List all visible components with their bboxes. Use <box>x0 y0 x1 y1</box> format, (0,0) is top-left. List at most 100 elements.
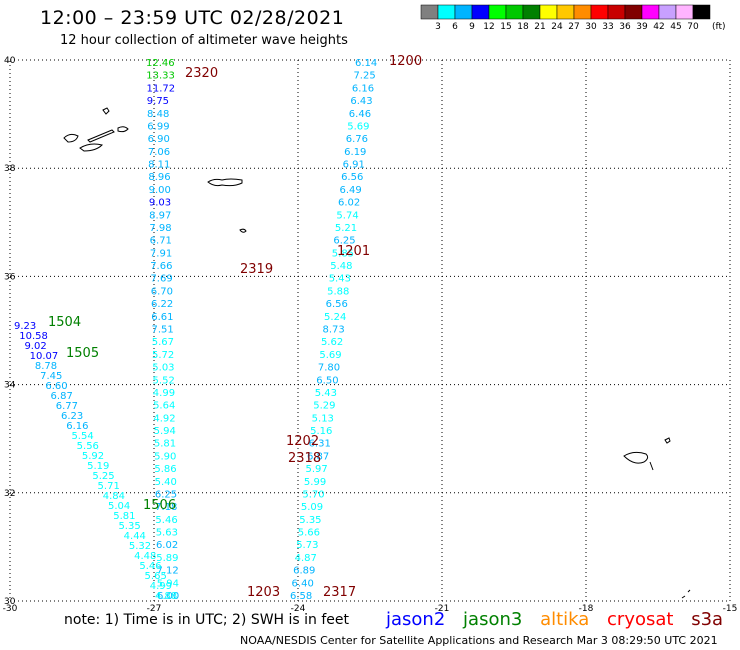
wave-height-label: 5.62 <box>321 337 343 348</box>
wave-height-label: 7.66 <box>150 261 172 272</box>
wave-height-label: 5.63 <box>156 528 178 539</box>
wave-height-label: 6.87 <box>51 391 73 402</box>
wave-height-label: 10.58 <box>19 331 48 342</box>
map-frame <box>9 59 731 602</box>
wave-height-label: 7.91 <box>150 248 172 259</box>
island-santa-maria <box>239 228 247 233</box>
colorbar-swatch <box>573 4 592 20</box>
wave-height-label: 5.25 <box>92 471 114 482</box>
colorbar-swatch <box>590 4 609 20</box>
wave-height-label: 6.22 <box>151 299 173 310</box>
wave-height-label: 6.23 <box>61 411 83 422</box>
wave-height-label: 5.72 <box>152 350 174 361</box>
colorbar-tick-label: 21 <box>534 22 545 32</box>
wave-height-label: 5.52 <box>153 375 175 386</box>
wave-height-label: 5.67 <box>152 337 174 348</box>
wave-height-label: 7.25 <box>353 71 375 82</box>
wave-height-label: 5.13 <box>312 413 334 424</box>
wave-height-label: 5.21 <box>335 223 357 234</box>
wave-height-label: 5.85 <box>332 248 354 259</box>
lon-tick-label: -27 <box>147 604 162 614</box>
wave-height-label: 5.65 <box>145 571 167 582</box>
lat-tick-label: 36 <box>4 272 16 282</box>
wave-height-label: 5.16 <box>310 426 332 437</box>
wave-height-label: 7.51 <box>152 325 174 336</box>
wave-height-label: 5.04 <box>108 501 130 512</box>
colorbar-swatch <box>505 4 524 20</box>
colorbar-swatch <box>556 4 575 20</box>
lat-tick-label: 30 <box>4 597 16 607</box>
lon-tick-label: -21 <box>435 604 450 614</box>
wave-height-label: 8.78 <box>35 361 57 372</box>
wave-height-label: 7.98 <box>149 223 171 234</box>
colorbar-tick-label: 30 <box>585 22 597 32</box>
wave-height-label: 6.76 <box>346 134 368 145</box>
wave-height-label: 6.31 <box>309 439 331 450</box>
colorbar-tick-label: 36 <box>619 22 631 32</box>
wave-height-label: 6.19 <box>344 147 366 158</box>
wave-height-label: 6.61 <box>151 312 173 323</box>
wave-height-label: 6.00 <box>157 591 179 602</box>
track-time-label: 1202 <box>286 434 319 449</box>
wave-height-label: 6.90 <box>148 134 170 145</box>
island-sao-miguel <box>207 178 243 187</box>
legend-s3a: s3a <box>691 609 724 630</box>
wave-height-label: 6.70 <box>151 286 173 297</box>
wave-height-label: 5.86 <box>154 464 176 475</box>
wave-height-label: 5.74 <box>336 210 358 221</box>
lat-tick-label: 38 <box>4 164 16 174</box>
island-pico <box>79 143 103 152</box>
colorbar-swatch <box>539 4 558 20</box>
wave-height-label: 8.73 <box>323 325 345 336</box>
wave-height-label: 5.19 <box>87 461 109 472</box>
wave-height-label: 6.56 <box>341 172 363 183</box>
colorbar-swatch <box>675 4 694 20</box>
legend-altika: altika <box>540 609 590 630</box>
wave-height-label: 5.89 <box>156 553 178 564</box>
legend-cryosat: cryosat <box>607 609 674 630</box>
wave-height-label: 9.75 <box>147 96 169 107</box>
wave-height-label: 4.87 <box>295 553 317 564</box>
wave-height-label: 6.87 <box>307 451 329 462</box>
wave-height-label: 5.66 <box>298 528 320 539</box>
lat-lon-grid <box>9 59 731 602</box>
wave-height-label: 8.11 <box>148 160 170 171</box>
lon-tick-label: -18 <box>579 604 594 614</box>
wave-height-label: 5.69 <box>347 121 369 132</box>
colorbar-swatch <box>437 4 456 20</box>
wave-height-label: 6.58 <box>290 591 312 602</box>
colorbar-tick-label: 12 <box>483 22 494 32</box>
wave-height-label: 4.84 <box>103 491 125 502</box>
wave-height-label: 5.90 <box>154 451 176 462</box>
wave-height-label: 5.48 <box>330 261 352 272</box>
colorbar-swatch <box>471 4 490 20</box>
wave-height-label: 5.92 <box>82 451 104 462</box>
lon-tick-label: -24 <box>291 604 306 614</box>
wave-height-label: 6.16 <box>352 83 374 94</box>
wave-height-label: 6.25 <box>333 236 355 247</box>
wave-height-label: 5.24 <box>324 312 346 323</box>
track-time-labels: 2320 2319 2318 2317 1200 1201 1202 1203 1504 1505… <box>48 54 422 600</box>
track-time-label: 2318 <box>288 451 321 466</box>
footer-credit: NOAA/NESDIS Center for Satellite Applica… <box>240 634 718 647</box>
wave-height-label: 4.44 <box>124 531 146 542</box>
colorbar-swatch <box>607 4 626 20</box>
colorbar-swatch <box>641 4 660 20</box>
wave-height-label: 5.81 <box>154 439 176 450</box>
wave-height-label: 9.03 <box>149 198 171 209</box>
colorbar: 3 6 9 12 15 18 21 24 27 30 33 36 39 42 45 70 (ft) <box>420 4 726 32</box>
wave-height-label: 5.43 <box>315 388 337 399</box>
wave-height-label: 5.64 <box>153 401 175 412</box>
island-terceira <box>117 126 129 133</box>
track-time-label: 1506 <box>143 498 176 513</box>
wave-height-label: 5.35 <box>118 521 140 532</box>
wave-height-label: 6.99 <box>147 121 169 132</box>
wave-height-label: 6.89 <box>293 566 315 577</box>
wave-height-label: 5.29 <box>313 401 335 412</box>
island-madeira <box>623 451 649 464</box>
track-time-label: 1504 <box>48 315 81 330</box>
wave-height-label: 6.77 <box>56 401 78 412</box>
track-time-label: 2320 <box>185 66 218 81</box>
colorbar-swatch <box>488 4 507 20</box>
